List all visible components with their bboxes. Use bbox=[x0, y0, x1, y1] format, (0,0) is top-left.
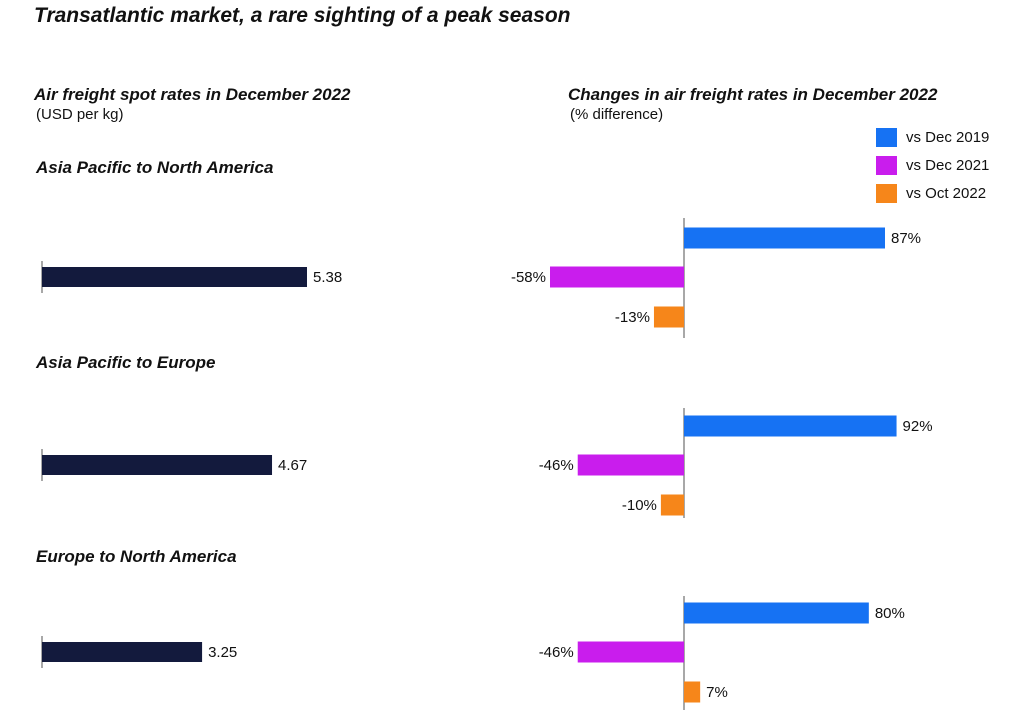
spot-rate-bar-asia-pacific-to-europe bbox=[42, 455, 273, 475]
spot-rate-value-label-europe-to-north-america: 3.25 bbox=[208, 644, 237, 661]
legend-item-vs-dec-2021: vs Dec 2021 bbox=[876, 151, 989, 179]
change-value-label-europe-to-north-america-vs-oct-2022: 7% bbox=[706, 684, 728, 701]
legend-label-vs-oct-2022: vs Oct 2022 bbox=[906, 184, 987, 202]
chart-title: Transatlantic market, a rare sighting of… bbox=[34, 4, 571, 27]
spot-rate-bar-asia-pacific-to-north-america bbox=[42, 267, 307, 287]
change-value-label-europe-to-north-america-vs-dec-2019: 80% bbox=[875, 605, 905, 622]
legend: vs Dec 2019 vs Dec 2021 vs Oct 2022 bbox=[876, 123, 989, 207]
change-bar-europe-to-north-america-vs-dec-2019 bbox=[684, 602, 869, 624]
legend-swatch-vs-dec-2019 bbox=[876, 127, 897, 147]
change-value-label-asia-pacific-to-north-america-vs-dec-2019: 87% bbox=[891, 230, 921, 247]
legend-item-vs-dec-2019: vs Dec 2019 bbox=[876, 123, 989, 151]
change-value-label-asia-pacific-to-europe-vs-dec-2019: 92% bbox=[903, 418, 933, 435]
right-panel-subtitle: (% difference) bbox=[570, 106, 664, 123]
change-bar-europe-to-north-america-vs-dec-2021 bbox=[577, 641, 684, 663]
change-bar-asia-pacific-to-europe-vs-dec-2021 bbox=[577, 454, 684, 476]
region-label-apac-na: Asia Pacific to North America bbox=[36, 158, 274, 177]
change-bar-europe-to-north-america-vs-oct-2022 bbox=[684, 681, 701, 703]
change-bar-asia-pacific-to-north-america-vs-oct-2022 bbox=[653, 306, 684, 328]
legend-swatch-vs-dec-2021 bbox=[876, 155, 897, 175]
legend-item-vs-oct-2022: vs Oct 2022 bbox=[876, 179, 989, 207]
right-panel-title: Changes in air freight rates in December… bbox=[568, 85, 938, 104]
legend-label-vs-dec-2019: vs Dec 2019 bbox=[906, 128, 990, 146]
change-value-label-europe-to-north-america-vs-dec-2021: -46% bbox=[539, 644, 574, 661]
change-bar-asia-pacific-to-europe-vs-dec-2019 bbox=[684, 415, 897, 437]
region-label-apac-eu: Asia Pacific to Europe bbox=[36, 353, 216, 372]
spot-rate-bar-europe-to-north-america bbox=[42, 642, 203, 662]
change-value-label-asia-pacific-to-north-america-vs-oct-2022: -13% bbox=[615, 309, 650, 326]
legend-swatch-vs-oct-2022 bbox=[876, 183, 897, 203]
spot-rate-value-label-asia-pacific-to-europe: 4.67 bbox=[278, 457, 307, 474]
change-value-label-asia-pacific-to-europe-vs-oct-2022: -10% bbox=[622, 497, 657, 514]
change-bar-asia-pacific-to-europe-vs-oct-2022 bbox=[660, 494, 684, 516]
spot-rate-value-label-asia-pacific-to-north-america: 5.38 bbox=[313, 269, 342, 286]
change-value-label-asia-pacific-to-europe-vs-dec-2021: -46% bbox=[539, 457, 574, 474]
region-label-eu-na: Europe to North America bbox=[36, 547, 237, 566]
legend-label-vs-dec-2021: vs Dec 2021 bbox=[906, 156, 990, 174]
change-bar-asia-pacific-to-north-america-vs-dec-2019 bbox=[684, 227, 885, 249]
left-panel-subtitle: (USD per kg) bbox=[36, 106, 124, 123]
change-value-label-asia-pacific-to-north-america-vs-dec-2021: -58% bbox=[511, 269, 546, 286]
left-panel-title: Air freight spot rates in December 2022 bbox=[34, 85, 351, 104]
change-bar-asia-pacific-to-north-america-vs-dec-2021 bbox=[550, 266, 684, 288]
